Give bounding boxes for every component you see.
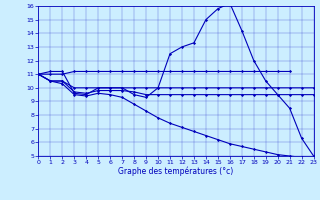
X-axis label: Graphe des températures (°c): Graphe des températures (°c) — [118, 167, 234, 176]
